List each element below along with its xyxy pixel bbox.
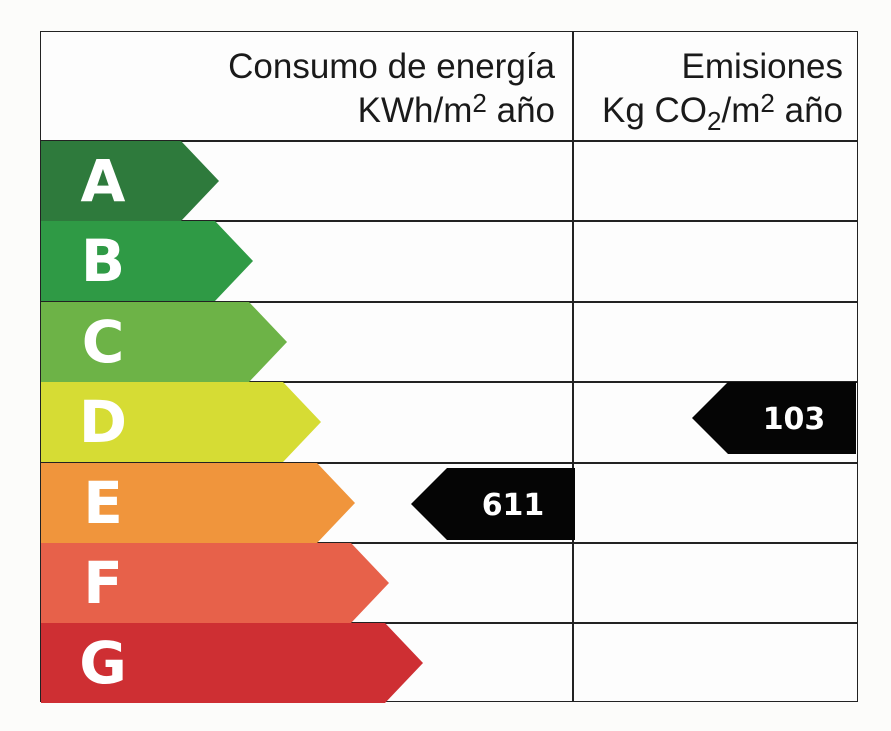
rating-arrow-f <box>41 543 389 623</box>
consumption-value: 611 <box>482 488 545 523</box>
rating-letter-e: E <box>83 469 123 537</box>
rating-arrow-g <box>41 623 423 703</box>
row-divider <box>41 622 857 624</box>
rating-letter-f: F <box>83 549 123 617</box>
column-divider <box>572 32 574 701</box>
consumption-header: Consumo de energía KWh/m2 año <box>228 45 555 133</box>
emissions-indicator <box>692 382 856 454</box>
rating-letter-a: A <box>81 147 126 215</box>
emissions-value: 103 <box>763 402 826 437</box>
consumption-title: Consumo de energía <box>228 47 555 86</box>
rating-arrow-c <box>41 302 287 382</box>
consumption-indicator <box>411 468 575 540</box>
header-divider <box>41 140 857 142</box>
rating-letter-c: C <box>82 308 125 376</box>
rating-arrow-d <box>41 382 321 462</box>
row-divider <box>41 220 857 222</box>
emissions-title: Emisiones <box>681 47 843 86</box>
emissions-header: Emisiones Kg CO2/m2 año <box>602 45 843 136</box>
rating-letter-g: G <box>79 629 127 697</box>
row-divider <box>41 381 857 383</box>
row-divider <box>41 542 857 544</box>
rating-arrow-a <box>41 141 219 221</box>
emissions-unit: Kg CO2/m2 año <box>602 88 843 136</box>
rating-letter-b: B <box>81 227 125 295</box>
rating-arrow-e <box>41 463 355 543</box>
rating-arrow-b <box>41 221 253 301</box>
rating-letter-d: D <box>79 388 127 456</box>
row-divider <box>41 301 857 303</box>
consumption-unit: KWh/m2 año <box>357 88 555 130</box>
row-divider <box>41 462 857 464</box>
